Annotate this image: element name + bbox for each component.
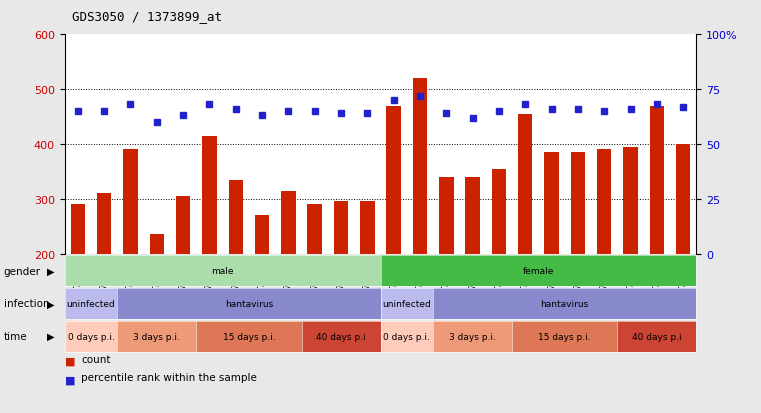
Text: female: female — [523, 267, 554, 275]
Bar — [492, 169, 506, 254]
Text: 0 days p.i.: 0 days p.i. — [68, 332, 114, 341]
Text: 3 days p.i.: 3 days p.i. — [449, 332, 496, 341]
Text: ■: ■ — [65, 356, 75, 366]
Bar — [466, 178, 480, 254]
Bar — [597, 150, 611, 254]
Bar — [150, 235, 164, 254]
Bar — [360, 202, 374, 254]
Bar — [334, 202, 349, 254]
Bar — [176, 197, 190, 254]
Text: count: count — [81, 354, 111, 364]
Text: percentile rank within the sample: percentile rank within the sample — [81, 373, 257, 382]
Bar — [228, 180, 243, 254]
Text: hantavirus: hantavirus — [540, 299, 589, 308]
Text: 15 days p.i.: 15 days p.i. — [539, 332, 591, 341]
Bar — [544, 153, 559, 254]
Text: uninfected: uninfected — [383, 299, 431, 308]
Bar — [650, 106, 664, 254]
Text: ▶: ▶ — [47, 299, 55, 309]
Bar — [412, 79, 427, 254]
Bar — [123, 150, 138, 254]
Text: 40 days p.i: 40 days p.i — [632, 332, 682, 341]
Text: 15 days p.i.: 15 days p.i. — [223, 332, 275, 341]
Bar — [387, 106, 401, 254]
Bar — [571, 153, 585, 254]
Text: 40 days p.i: 40 days p.i — [317, 332, 366, 341]
Text: time: time — [4, 331, 27, 342]
Text: gender: gender — [4, 266, 41, 276]
Bar — [202, 136, 217, 254]
Text: uninfected: uninfected — [67, 299, 116, 308]
Text: GDS3050 / 1373899_at: GDS3050 / 1373899_at — [72, 10, 222, 23]
Bar — [439, 178, 454, 254]
Bar — [623, 147, 638, 254]
Text: ■: ■ — [65, 375, 75, 385]
Text: male: male — [212, 267, 234, 275]
Bar — [71, 205, 85, 254]
Text: ▶: ▶ — [47, 266, 55, 276]
Bar — [307, 205, 322, 254]
Bar — [281, 191, 295, 254]
Text: 0 days p.i.: 0 days p.i. — [384, 332, 430, 341]
Text: 3 days p.i.: 3 days p.i. — [133, 332, 180, 341]
Bar — [97, 194, 111, 254]
Text: ▶: ▶ — [47, 331, 55, 342]
Text: hantavirus: hantavirus — [224, 299, 273, 308]
Text: infection: infection — [4, 299, 49, 309]
Bar — [676, 145, 690, 254]
Bar — [255, 216, 269, 254]
Bar — [518, 114, 533, 254]
